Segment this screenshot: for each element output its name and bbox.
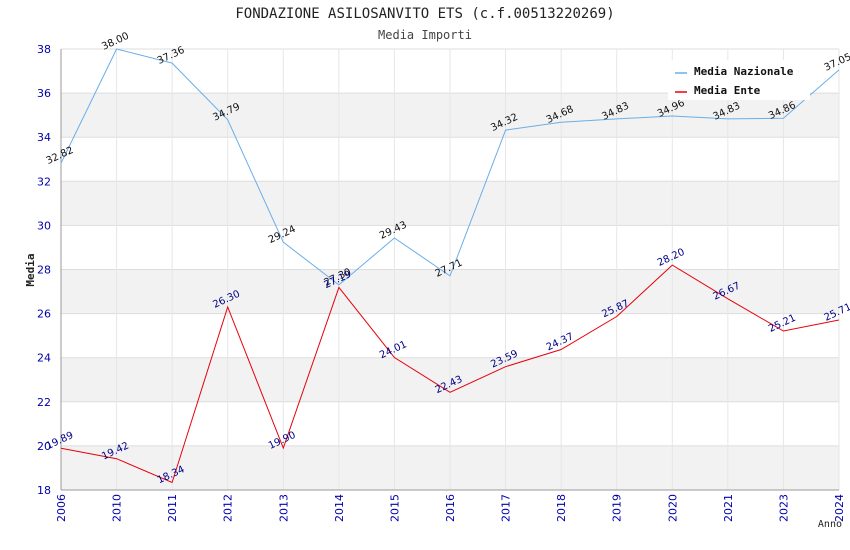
legend-label-nazionale: Media Nazionale: [694, 65, 794, 78]
y-tick-label: 38: [37, 43, 51, 56]
x-tick-label: 2019: [611, 494, 624, 522]
y-axis-label: Media: [24, 253, 37, 286]
y-tick-label: 28: [37, 264, 51, 277]
y-tick-label: 26: [37, 308, 51, 321]
x-tick-label: 2012: [222, 494, 235, 522]
series-line-media-ente: [60, 264, 840, 484]
series-line-media-nazionale: [60, 48, 840, 286]
y-tick-label: 36: [37, 87, 51, 100]
legend-label-ente: Media Ente: [694, 84, 761, 97]
x-tick-label: 2018: [555, 494, 568, 522]
y-tick-label: 32: [37, 175, 51, 188]
y-tick-label: 24: [37, 352, 51, 365]
x-tick-labels: 2006 2010 2011 2012 2013 2014 2015 2016 2017 2018…: [55, 494, 846, 522]
x-tick-label: 2024: [833, 494, 846, 522]
series-lines: [60, 48, 840, 484]
y-tick-label: 22: [37, 396, 51, 409]
x-axis-label: Anno: [818, 519, 842, 530]
chart-subtitle: Media Importi: [378, 28, 472, 42]
x-tick-label: 2013: [277, 494, 290, 522]
y-tick-label: 34: [37, 131, 51, 144]
x-tick-label: 2021: [722, 494, 735, 522]
y-tick-label: 30: [37, 219, 51, 232]
x-tick-label: 2010: [111, 494, 124, 522]
x-tick-label: 2023: [777, 494, 790, 522]
legend: Media Nazionale Media Ente: [668, 60, 810, 100]
y-tick-label: 20: [37, 440, 51, 453]
x-tick-label: 2006: [55, 494, 68, 522]
x-tick-label: 2020: [666, 494, 679, 522]
x-tick-label: 2017: [500, 494, 513, 522]
x-tick-label: 2011: [166, 494, 179, 522]
x-tick-label: 2014: [333, 494, 346, 522]
x-tick-label: 2015: [388, 494, 401, 522]
legend-box: [668, 60, 810, 100]
y-tick-labels: 18 20 22 24 26 28 30 32 34 36 38: [37, 43, 51, 497]
chart-title: FONDAZIONE ASILOSANVITO ETS (c.f.0051322…: [235, 6, 614, 22]
x-tick-label: 2016: [444, 494, 457, 522]
y-tick-label: 18: [37, 484, 51, 497]
